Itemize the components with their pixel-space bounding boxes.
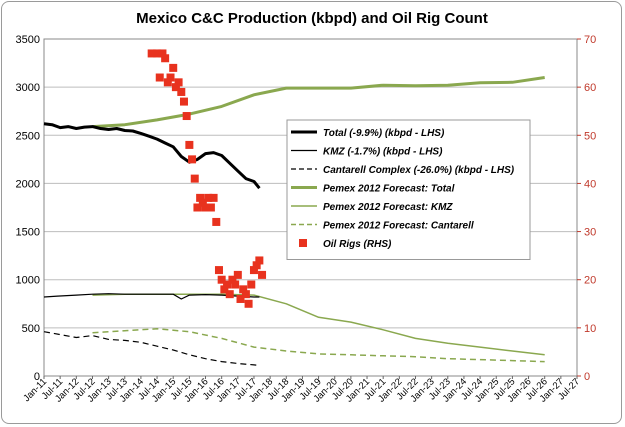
legend-entry: Pemex 2012 Forecast: KMZ xyxy=(323,202,453,213)
y2-tick-label: 60 xyxy=(584,82,596,94)
oil-rig-marker xyxy=(206,203,215,212)
y2-tick-label: 40 xyxy=(584,178,596,190)
oil-rig-marker xyxy=(220,285,229,294)
oil-rig-marker xyxy=(258,270,267,279)
oil-rig-marker xyxy=(247,280,256,289)
legend-box xyxy=(286,119,531,260)
oil-rig-marker xyxy=(204,193,213,202)
y-tick-label: 0 xyxy=(34,371,40,383)
oil-rig-marker xyxy=(153,49,162,58)
legend-entry: Cantarell Complex (-26.0%) (kbpd - LHS) xyxy=(323,165,515,176)
y2-tick-label: 20 xyxy=(584,275,596,287)
y-tick-label: 3000 xyxy=(16,82,40,94)
legend-entry: KMZ (-1.7%) (kbpd - LHS) xyxy=(323,147,443,158)
y-tick-label: 2000 xyxy=(16,178,40,190)
oil-rig-marker xyxy=(249,266,258,275)
oil-rig-marker xyxy=(201,203,210,212)
oil-rig-marker xyxy=(225,290,234,299)
series-line xyxy=(43,122,261,190)
y-tick-label: 2500 xyxy=(16,130,40,142)
oil-rig-marker xyxy=(214,266,223,275)
y2-tick-label: 70 xyxy=(584,34,596,46)
oil-rig-marker xyxy=(190,174,199,183)
oil-rig-marker xyxy=(188,155,197,164)
y-tick-label: 1000 xyxy=(16,275,40,287)
oil-rig-marker xyxy=(233,270,242,279)
oil-rig-marker xyxy=(169,63,178,72)
oil-rig-marker xyxy=(158,49,167,58)
oil-rig-marker xyxy=(193,203,202,212)
series-line xyxy=(92,76,545,129)
y2-tick-label: 10 xyxy=(584,323,596,335)
oil-rig-marker xyxy=(147,49,156,58)
oil-rig-marker xyxy=(163,78,172,87)
oil-rig-marker xyxy=(174,78,183,87)
series-line xyxy=(43,331,260,366)
legend: Total (-9.9%) (kbpd - LHS) KMZ (-1.7%) (k… xyxy=(286,119,531,260)
y-tick-label: 1500 xyxy=(16,227,40,239)
oil-rig-marker xyxy=(155,73,164,82)
oil-rig-marker xyxy=(255,256,264,265)
legend-entry: Total (-9.9%) (kbpd - LHS) xyxy=(323,128,445,139)
oil-rig-marker xyxy=(209,193,218,202)
y2-tick-label: 0 xyxy=(584,371,590,383)
series-layer xyxy=(43,49,545,366)
oil-rig-marker xyxy=(231,280,240,289)
series-line xyxy=(92,328,545,363)
oil-rig-marker xyxy=(177,87,186,96)
oil-rig-marker xyxy=(179,97,188,106)
oil-rig-marker xyxy=(171,83,180,92)
oil-rig-marker xyxy=(241,290,250,299)
oil-rig-marker xyxy=(196,193,205,202)
oil-rig-marker xyxy=(228,275,237,284)
oil-rig-marker xyxy=(212,217,221,226)
legend-swatch xyxy=(299,239,307,247)
oil-rig-marker xyxy=(223,280,232,289)
oil-rig-marker xyxy=(161,54,170,63)
oil-rig-marker xyxy=(182,112,191,121)
plot-area xyxy=(43,38,578,377)
y-tick-label: 500 xyxy=(22,323,40,335)
oil-rig-marker xyxy=(198,198,207,207)
y-axis-left: 0 500 1000 1500 2000 2500 3000 3500 xyxy=(16,34,40,383)
y-axis-right: 0 10 20 30 40 50 60 70 xyxy=(577,34,596,383)
y-tick-label: 3500 xyxy=(16,34,40,46)
oil-rig-marker xyxy=(185,140,194,149)
oil-rig-marker xyxy=(239,285,248,294)
series-line xyxy=(92,293,545,356)
oil-rig-marker xyxy=(252,261,261,270)
legend-entry: Pemex 2012 Forecast: Cantarell xyxy=(323,221,474,232)
y2-tick-label: 50 xyxy=(584,130,596,142)
legend-entry: Pemex 2012 Forecast: Total xyxy=(323,184,455,195)
legend-entry: Oil Rigs (RHS) xyxy=(323,239,392,250)
chart-title: Mexico C&C Production (kbpd) and Oil Rig… xyxy=(136,10,488,27)
x-axis: Jan-11Jul-11Jan-12Jul-12Jan-13Jul-13Jan-… xyxy=(21,376,582,405)
oil-rig-marker xyxy=(244,299,253,308)
oil-rig-marker xyxy=(166,73,175,82)
y2-tick-label: 30 xyxy=(584,227,596,239)
oil-rig-marker xyxy=(236,294,245,303)
oil-rig-marker xyxy=(217,275,226,284)
